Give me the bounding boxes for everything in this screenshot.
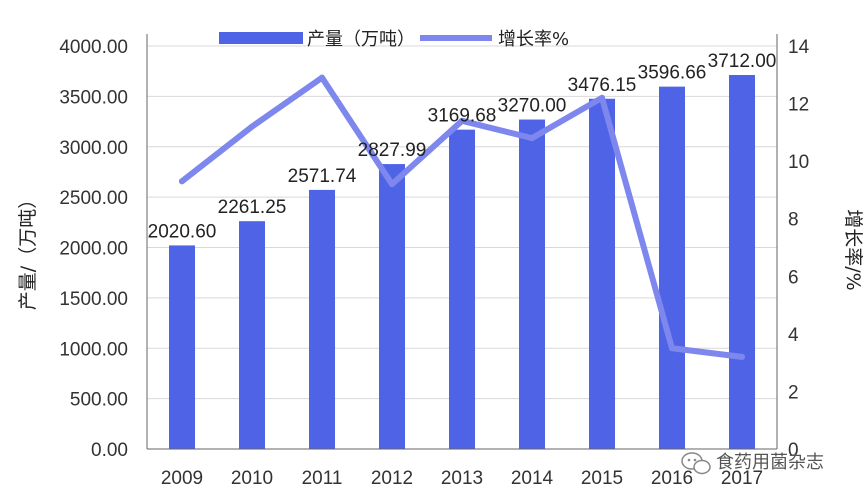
bar-data-label: 2020.60 [148, 221, 217, 242]
y-tick-label: 1500.00 [59, 289, 128, 310]
bar-data-label: 2571.74 [288, 166, 357, 187]
y-tick-label: 1000.00 [59, 339, 128, 360]
line-point [389, 181, 395, 188]
line-point [249, 123, 255, 130]
y2-tick-label: 0 [788, 440, 799, 461]
legend-bar-swatch [219, 32, 303, 44]
bar [589, 98, 615, 449]
line-point [319, 74, 325, 81]
y-tick-label: 2500.00 [59, 188, 128, 209]
bar [309, 189, 335, 449]
line-point [739, 353, 745, 360]
bar [659, 86, 685, 449]
x-tick-label: 2009 [161, 468, 203, 489]
bar [169, 245, 195, 449]
y2-tick-label: 12 [788, 95, 809, 116]
legend-line-label: 增长率% [498, 29, 569, 50]
watermark-text: 食药用菌杂志 [716, 452, 824, 473]
bar-data-label: 3169.68 [428, 106, 497, 127]
y2-tick-label: 4 [788, 325, 799, 346]
y-tick-label: 2000.00 [59, 239, 128, 260]
y-tick-label: 4000.00 [59, 37, 128, 58]
line-point [459, 117, 465, 124]
x-tick-label: 2011 [302, 468, 343, 489]
y2-tick-label: 8 [788, 210, 799, 231]
bar-data-label: 2261.25 [218, 197, 287, 218]
x-tick-label: 2015 [581, 468, 623, 489]
y2-axis-title: 增长率/% [842, 209, 864, 290]
bar-data-label: 3476.15 [568, 75, 637, 96]
y2-tick-label: 10 [788, 152, 809, 173]
y2-tick-label: 14 [788, 37, 810, 58]
line-point [179, 178, 185, 185]
bar-data-label: 2827.99 [358, 140, 427, 161]
x-tick-label: 2013 [441, 468, 483, 489]
y-tick-label: 500.00 [70, 390, 128, 411]
y-tick-label: 0.00 [91, 440, 128, 461]
bar-data-label: 3712.00 [708, 51, 777, 72]
x-tick-label: 2010 [231, 468, 273, 489]
bar [729, 75, 755, 450]
y-tick-label: 3000.00 [59, 138, 128, 159]
legend-bar-label: 产量（万吨） [307, 29, 415, 50]
bar [519, 119, 545, 450]
line-point [599, 94, 605, 101]
wechat-icon [681, 452, 711, 475]
line-series [179, 74, 745, 360]
line-point [669, 345, 675, 352]
bar [379, 164, 405, 449]
y-tick-label: 3500.00 [59, 87, 128, 108]
line-point [529, 135, 535, 142]
bar [449, 129, 475, 450]
bar-data-label: 3270.00 [498, 96, 567, 117]
y-axis-title: 产量/（万吨） [17, 190, 39, 310]
axes: 0.00 500.00 1000.00 1500.00 2000.00 2500.00 30… [59, 34, 810, 489]
x-tick-label: 2017 [721, 468, 763, 489]
watermark: 食药用菌杂志 [681, 452, 824, 475]
y2-tick-label: 6 [788, 267, 799, 288]
bar [239, 221, 265, 449]
bar-series [169, 75, 755, 450]
legend: 产量（万吨） 增长率% [219, 29, 569, 50]
bar-data-label: 3596.66 [638, 63, 707, 84]
x-tick-label: 2014 [511, 468, 554, 489]
y2-tick-label: 2 [788, 382, 799, 403]
x-tick-label: 2016 [651, 468, 693, 489]
x-tick-label: 2012 [371, 468, 413, 489]
